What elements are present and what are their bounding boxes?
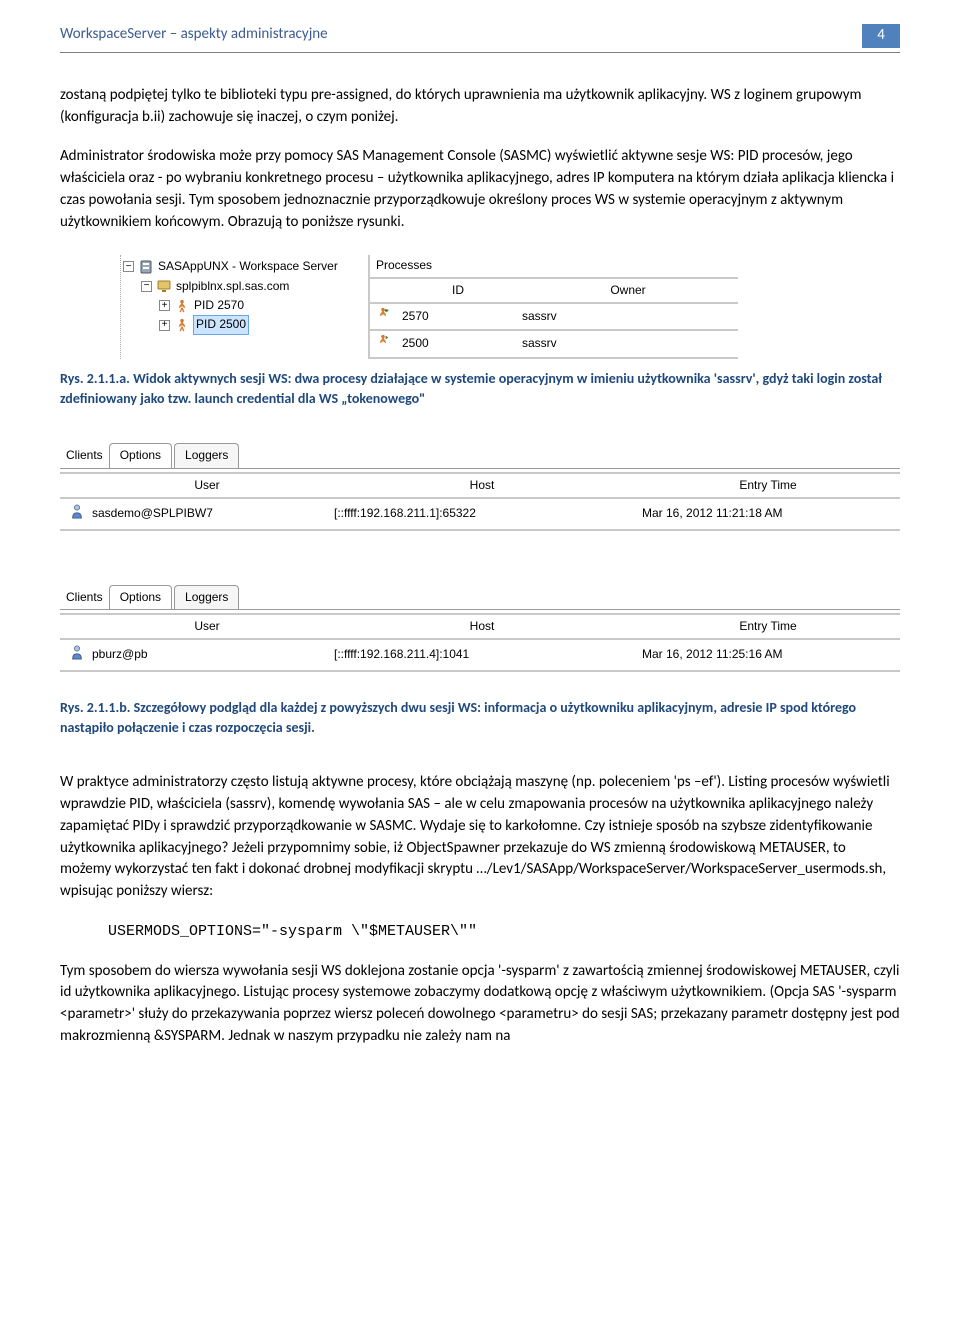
expand-icon[interactable]: +: [159, 320, 170, 331]
session-entry-time: Mar 16, 2012 11:25:16 AM: [636, 646, 900, 663]
col-user: User: [86, 618, 328, 635]
tabs-label: Clients: [62, 585, 109, 609]
tree-pid-row[interactable]: + PID 2570: [121, 296, 350, 315]
tabs-row: Clients Options Loggers: [62, 443, 900, 467]
session-table: User Host Entry Time sasdemo@SPLPIBW7 [:…: [60, 468, 900, 531]
tabs-label: Clients: [62, 443, 109, 467]
session-header-row: User Host Entry Time: [60, 472, 900, 499]
col-user: User: [86, 477, 328, 494]
tab-loggers[interactable]: Loggers: [174, 585, 239, 609]
tab-options[interactable]: Options: [109, 585, 172, 609]
process-icon: [174, 317, 190, 333]
session-header-row: User Host Entry Time: [60, 613, 900, 640]
col-host: Host: [328, 477, 636, 494]
tab-options[interactable]: Options: [109, 443, 172, 467]
tree-root[interactable]: − SASAppUNX - Workspace Server: [121, 257, 350, 276]
tree-pid-label: PID 2500: [194, 316, 248, 333]
session-host: [::ffff:192.168.211.1]:65322: [328, 505, 636, 522]
expand-icon[interactable]: +: [159, 300, 170, 311]
tree-host[interactable]: − splpiblnx.spl.sas.com: [121, 277, 350, 296]
session-panel: Clients Options Loggers User Host Entry …: [60, 585, 900, 672]
process-owner: sassrv: [518, 335, 738, 352]
host-icon: [156, 278, 172, 294]
process-row[interactable]: 2500 sassrv: [370, 331, 738, 358]
page-number-badge: 4: [862, 24, 900, 48]
session-row[interactable]: pburz@pb [::ffff:192.168.211.4]:1041 Mar…: [60, 640, 900, 671]
col-entry-time: Entry Time: [636, 618, 900, 635]
processes-panel: Processes ID Owner 2570 sassrv 2500 sass…: [368, 255, 738, 359]
col-host: Host: [328, 618, 636, 635]
process-icon: [376, 307, 390, 321]
session-panel: Clients Options Loggers User Host Entry …: [60, 443, 900, 530]
col-owner: Owner: [518, 282, 738, 299]
figure-2: Clients Options Loggers User Host Entry …: [60, 443, 900, 671]
session-host: [::ffff:192.168.211.4]:1041: [328, 646, 636, 663]
process-id: 2570: [398, 308, 518, 325]
header-title: WorkspaceServer – aspekty administracyjn…: [60, 24, 328, 46]
server-tree: − SASAppUNX - Workspace Server − splpibl…: [120, 255, 350, 359]
figure-2-caption: Rys. 2.1.1.b. Szczegółowy podgląd dla ka…: [60, 698, 900, 739]
process-id: 2500: [398, 335, 518, 352]
processes-title: Processes: [370, 255, 738, 276]
user-icon: [70, 503, 84, 519]
server-icon: [138, 259, 154, 275]
paragraph-4: Tym sposobem do wiersza wywołania sesji …: [60, 961, 900, 1048]
col-id: ID: [398, 282, 518, 299]
session-user: sasdemo@SPLPIBW7: [86, 505, 328, 522]
process-icon: [174, 298, 190, 314]
collapse-icon[interactable]: −: [123, 261, 134, 272]
paragraph-2: Administrator środowiska może przy pomoc…: [60, 146, 900, 233]
tabs-row: Clients Options Loggers: [62, 585, 900, 609]
session-row[interactable]: sasdemo@SPLPIBW7 [::ffff:192.168.211.1]:…: [60, 499, 900, 530]
header-rule: [60, 52, 900, 53]
session-entry-time: Mar 16, 2012 11:21:18 AM: [636, 505, 900, 522]
paragraph-1: zostaną podpiętej tylko te biblioteki ty…: [60, 85, 900, 129]
collapse-icon[interactable]: −: [141, 281, 152, 292]
code-line: USERMODS_OPTIONS="-sysparm \"$METAUSER\"…: [108, 921, 900, 943]
user-icon: [70, 644, 84, 660]
session-table: User Host Entry Time pburz@pb [::ffff:19…: [60, 609, 900, 672]
figure-1-caption: Rys. 2.1.1.a. Widok aktywnych sesji WS: …: [60, 369, 900, 410]
page-header: WorkspaceServer – aspekty administracyjn…: [60, 24, 900, 48]
process-icon: [376, 334, 390, 348]
tree-host-label: splpiblnx.spl.sas.com: [176, 278, 289, 295]
tree-root-label: SASAppUNX - Workspace Server: [158, 258, 338, 275]
tree-pid-label: PID 2570: [194, 297, 244, 314]
session-user: pburz@pb: [86, 646, 328, 663]
col-entry-time: Entry Time: [636, 477, 900, 494]
processes-header-row: ID Owner: [370, 277, 738, 304]
tree-pid-row[interactable]: + PID 2500: [121, 315, 350, 334]
figure-1: − SASAppUNX - Workspace Server − splpibl…: [120, 255, 900, 359]
tab-loggers[interactable]: Loggers: [174, 443, 239, 467]
process-row[interactable]: 2570 sassrv: [370, 304, 738, 331]
process-owner: sassrv: [518, 308, 738, 325]
paragraph-3: W praktyce administratorzy często listuj…: [60, 772, 900, 903]
